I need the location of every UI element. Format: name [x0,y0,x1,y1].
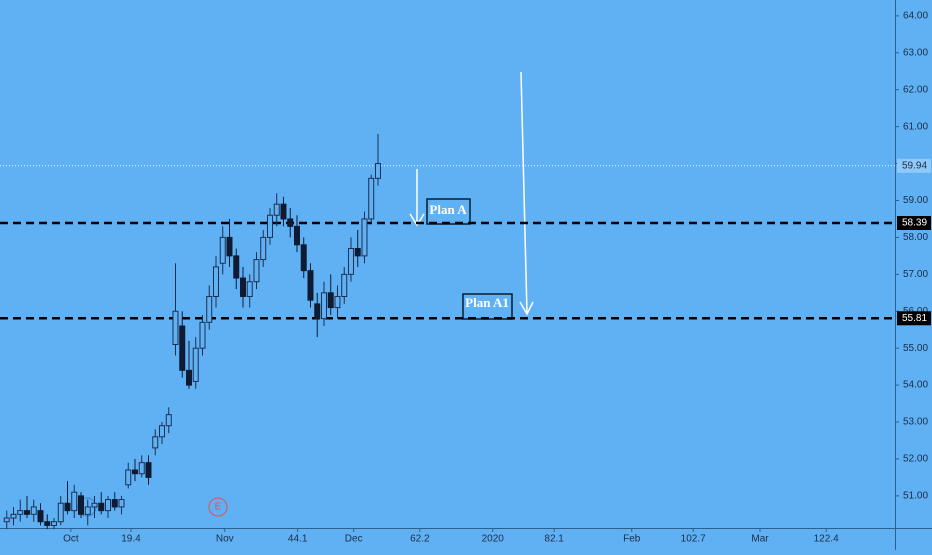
candle-body [307,270,314,301]
candle-body [239,277,246,297]
candle-body [374,163,381,179]
x-tick-label: Dec [345,534,363,545]
candle-body [233,255,240,279]
last-price-label: 59.94 [902,160,927,171]
candle-body [71,491,78,512]
candle-body [368,177,375,220]
candle-body [50,521,57,526]
candle-body [361,218,368,257]
candle-body [341,273,348,297]
candle-body [300,244,307,272]
candle-body [125,469,132,486]
candle-body [91,502,98,508]
x-tick-label: 82.1 [544,534,564,545]
level-badge [897,216,931,231]
candle-body [111,499,118,508]
candle-body [23,510,30,515]
arrows [409,71,534,316]
x-tick-label: Nov [216,534,234,545]
candle-body [226,236,233,257]
candle-body [64,502,71,512]
candle-body [44,521,51,526]
candle-body [172,310,179,345]
x-tick-label: Oct [63,534,79,545]
level-badge [897,311,931,326]
candle-body [246,281,253,297]
candle-body [354,247,361,257]
y-tick-label: 52.00 [903,454,928,465]
last-price-badge [897,158,931,173]
y-tick-label: 54.00 [903,380,928,391]
candle-body [37,510,44,523]
candle-body [158,425,165,438]
candle-body [320,292,327,320]
annotation: Plan A [429,202,467,217]
candle-body [17,510,24,515]
y-tick-label: 58.00 [903,232,928,243]
candle-body [30,506,37,515]
candle-body [138,462,145,475]
y-tick-label: 51.00 [903,491,928,502]
candle-body [260,236,267,261]
candle-body [347,247,354,275]
event-label: E [215,502,222,513]
candle-body [280,203,287,220]
x-tick-label: 19.4 [121,534,141,545]
candle-body [293,225,300,246]
candle-body [192,347,199,382]
candle-body [10,513,17,519]
candle-body [334,295,341,309]
x-tick-label: 2020 [482,534,505,545]
arrow-head [519,301,534,316]
candle-body [287,218,294,227]
candle-body [3,517,10,523]
candle-body [104,499,111,512]
x-tick-label: 122.4 [814,534,839,545]
annotation: Plan A1 [465,295,509,310]
candle-body [199,321,206,349]
y-tick-label: 61.00 [903,121,928,132]
candle-body [131,469,138,475]
y-tick-label: 59.00 [903,195,928,206]
candle-body [219,236,226,264]
y-tick-label: 63.00 [903,47,928,58]
x-tick-label: 62.2 [410,534,430,545]
candle-body [98,502,105,512]
y-tick-label: 53.00 [903,417,928,428]
event-icon [208,497,228,517]
candle-body [212,266,219,297]
x-tick-label: 44.1 [288,534,308,545]
candle-body [118,499,125,508]
level-label: 55.81 [902,313,927,324]
candle-body [314,303,321,320]
candle-body [145,462,152,478]
y-tick-label: 57.00 [903,269,928,280]
y-tick-label: 62.00 [903,84,928,95]
arrow [520,71,528,315]
candle-body [327,292,334,309]
y-tick-label: 55.00 [903,343,928,354]
x-tick-label: 102.7 [681,534,706,545]
candle-body [165,414,172,427]
candle-body [273,203,280,216]
y-tick-label: 64.00 [903,11,928,22]
candle-body [84,506,91,515]
level-label: 58.39 [902,218,927,229]
candle-body [179,325,186,371]
candle-body [185,369,192,386]
candle-body [152,436,159,449]
candle-body [77,495,84,515]
candle-body [266,214,273,238]
candle-body [253,259,260,283]
candle-body [206,295,213,323]
x-tick-label: Mar [751,534,769,545]
arrow-head [409,213,425,227]
candle-body [57,502,64,523]
x-tick-label: Feb [623,534,641,545]
annotation-box [426,198,471,225]
